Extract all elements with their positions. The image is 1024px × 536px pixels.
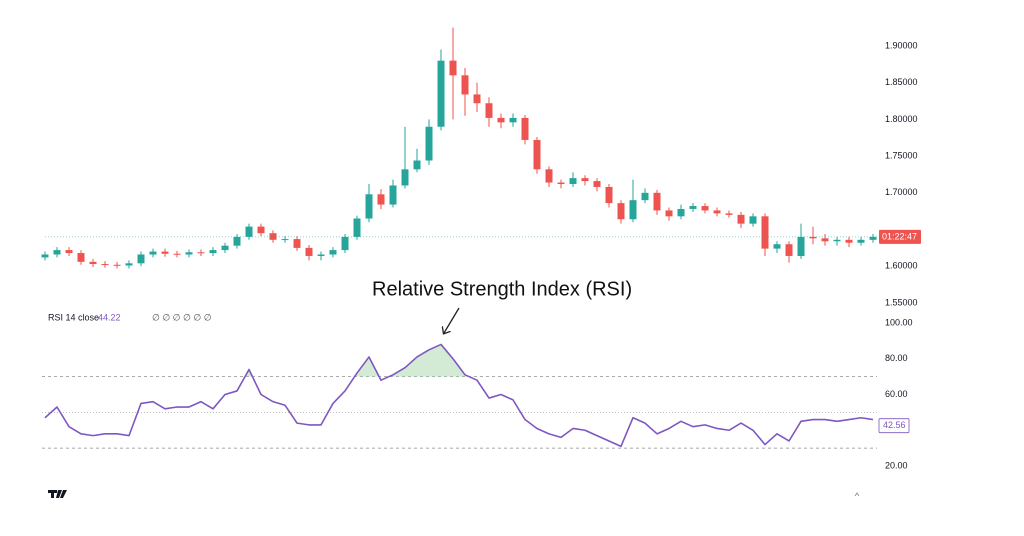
candle-body <box>41 254 49 258</box>
candle-body <box>773 244 781 249</box>
y-tick-label: 1.55000 <box>885 297 918 307</box>
rsi-pane: 100.00 80.00 60.00 20.00 42.56 <box>42 317 913 470</box>
candle-body <box>233 236 241 246</box>
annotation: Relative Strength Index (RSI) <box>372 278 632 300</box>
candle-body <box>305 247 313 256</box>
candle-body <box>293 239 301 248</box>
candle-body <box>713 210 721 214</box>
candle-body <box>509 117 517 123</box>
candle-body <box>689 206 697 209</box>
candle-body <box>617 203 625 220</box>
candle-body <box>749 216 757 224</box>
candle-body <box>449 60 457 76</box>
candle-body <box>857 239 865 243</box>
candle-body <box>797 236 805 256</box>
y-tick-label: 80.00 <box>885 353 908 363</box>
rsi-legend-icons: ∅ ∅ ∅ ∅ ∅ ∅ <box>152 312 212 322</box>
candle-body <box>605 186 613 204</box>
rsi-legend-value: 44.22 <box>98 312 121 322</box>
candle-body <box>833 239 841 242</box>
rsi-line <box>44 343 874 448</box>
y-tick-label: 100.00 <box>885 317 913 327</box>
candle-body <box>521 117 529 140</box>
candle-body <box>845 239 853 243</box>
candle-body <box>437 60 445 127</box>
candle-body <box>593 181 601 187</box>
candle-body <box>809 236 817 239</box>
candle-body <box>485 103 493 118</box>
candle-body <box>113 264 121 266</box>
y-tick-label: 1.90000 <box>885 40 918 50</box>
candle-body <box>581 178 589 182</box>
y-tick-label: 1.75000 <box>885 150 918 160</box>
annotation-arrow <box>444 307 460 333</box>
y-tick-label: 60.00 <box>885 389 908 399</box>
candle-body <box>197 252 205 254</box>
candle-body <box>269 233 277 240</box>
current-value-box <box>878 418 910 434</box>
candle-body <box>557 182 565 185</box>
countdown-box <box>879 229 921 244</box>
candle-body <box>725 213 733 215</box>
candle-body <box>425 126 433 161</box>
y-tick-label: 20.00 <box>885 460 908 470</box>
candle-body <box>785 244 793 256</box>
candle-body <box>245 226 253 237</box>
candle-body <box>101 264 109 266</box>
candle-body <box>821 238 829 242</box>
candle-body <box>137 254 145 264</box>
candle-body <box>389 185 397 205</box>
y-tick-label: 1.85000 <box>885 77 918 87</box>
price-pane: 1.90000 1.85000 1.80000 1.75000 1.70000 1.600… <box>41 27 921 307</box>
candle-body <box>413 160 421 170</box>
candle-body <box>257 226 265 234</box>
candle-body <box>125 263 133 266</box>
candle-body <box>461 75 469 95</box>
candle-body <box>869 236 877 240</box>
candle-body <box>401 169 409 186</box>
candle-body <box>653 192 661 211</box>
candle-body <box>545 169 553 183</box>
candle-body <box>701 206 709 211</box>
y-tick-label: 1.70000 <box>885 187 918 197</box>
candle-body <box>353 218 361 237</box>
candle-body <box>737 214 745 224</box>
candle-body <box>641 192 649 201</box>
candle-body <box>329 250 337 255</box>
candle-body <box>161 251 169 254</box>
candle-body <box>317 254 325 256</box>
countdown-label: 01:22:47 <box>882 231 917 241</box>
tradingview-logo <box>48 490 67 498</box>
y-tick-label: 1.80000 <box>885 114 918 124</box>
candle-body <box>341 236 349 251</box>
overbought-fill <box>245 344 469 377</box>
candle-body <box>149 251 157 255</box>
candle-body <box>77 253 85 262</box>
current-value-label: 42.56 <box>883 420 906 430</box>
candle-body <box>53 250 61 255</box>
candle-body <box>665 210 673 217</box>
candle-body <box>185 252 193 255</box>
candle-body <box>761 216 769 249</box>
scroll-icon <box>854 492 860 497</box>
candle-body <box>365 194 373 219</box>
candle-body <box>497 117 505 123</box>
candle-body <box>209 250 217 254</box>
candle-body <box>569 178 577 185</box>
candle-body <box>89 261 97 265</box>
candle-body <box>173 253 181 255</box>
y-tick-label: 1.60000 <box>885 261 918 271</box>
candle-body <box>65 250 73 254</box>
candle-body <box>533 139 541 170</box>
candle-body <box>677 208 685 217</box>
candle-body <box>377 194 385 205</box>
candle-body <box>629 200 637 220</box>
candle-body <box>281 239 289 241</box>
rsi-legend-title: RSI 14 close <box>48 312 99 322</box>
candle-body <box>221 245 229 251</box>
candle-body <box>473 94 481 104</box>
